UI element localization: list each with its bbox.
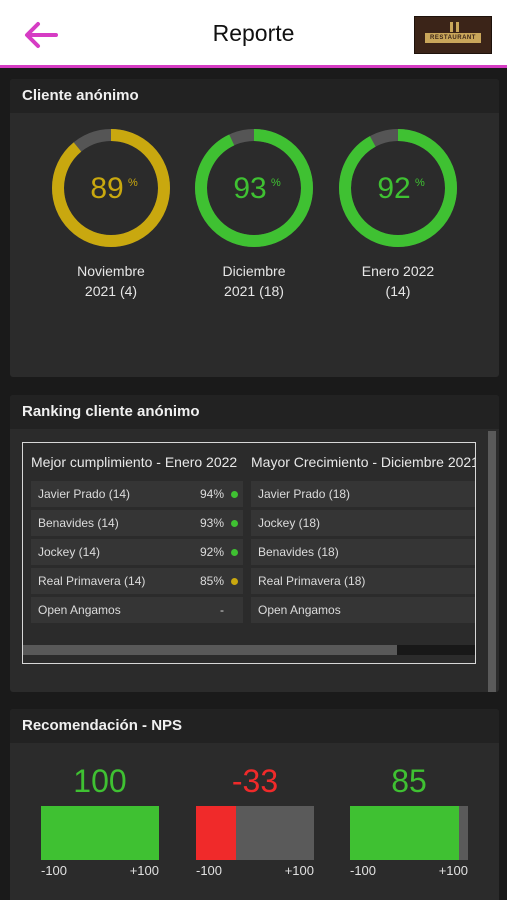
nps-scale-max: +100 (284, 863, 314, 878)
ranking-row[interactable]: Open Angamos (251, 597, 475, 623)
ranking-row[interactable]: Javier Prado (14) 94% (31, 481, 243, 507)
ranking-row-name: Javier Prado (18) (258, 487, 351, 501)
ranking-row-name: Jockey (14) (38, 545, 101, 559)
nps-scale: -100 +100 (350, 863, 468, 881)
donut-unit: % (128, 177, 138, 189)
nps-bar (350, 806, 468, 860)
ranking-row[interactable]: Jockey (14) 92% (31, 539, 243, 565)
ranking-row-percent: 93% (199, 516, 224, 530)
ranking-row-percent: - (220, 603, 224, 617)
donut-chart: 93 % (195, 129, 313, 247)
donut-arc (339, 129, 457, 247)
growth-rows: Javier Prado (18) Jockey (18) Benavides (1… (243, 481, 475, 623)
ranking-row[interactable]: Real Primavera (14) 85% (31, 568, 243, 594)
donut-label-line2: 2021 (18) (224, 283, 284, 299)
nps-scale-max: +100 (129, 863, 159, 878)
status-dot-icon (231, 578, 238, 585)
donut-label: Enero 2022 (14) (337, 261, 459, 301)
nps-value: 100 (73, 763, 127, 799)
status-dot-icon (231, 520, 238, 527)
ranking-row-percent: 85% (199, 574, 224, 588)
ranking-row-percent: 92% (199, 545, 224, 559)
donut-label-line2: (14) (385, 283, 411, 299)
ranking-row-name: Benavides (18) (258, 545, 339, 559)
donut-label-line1: Noviembre (77, 263, 145, 279)
best-column: Mejor cumplimiento - Enero 2022 Javier P… (23, 443, 243, 626)
ranking-row-name: Real Primavera (18) (258, 574, 366, 588)
horizontal-scroll-thumb[interactable] (23, 645, 397, 655)
knife-icon (456, 22, 459, 32)
status-dot-icon (231, 549, 238, 556)
best-rows: Javier Prado (14) 94% Benavides (14) 93% Joc… (23, 481, 243, 623)
donut-value: 92 (377, 172, 410, 205)
app-header: Reporte RESTAURANT (0, 0, 507, 68)
growth-column-title: Mayor Crecimiento - Diciembre 2021 (251, 454, 476, 470)
ranking-row-percent: 94% (199, 487, 224, 501)
fork-icon (450, 22, 453, 32)
logo-text: RESTAURANT (430, 35, 476, 41)
back-arrow-icon[interactable] (20, 18, 60, 52)
donut-chart: 92 % (339, 129, 457, 247)
nps-scale-max: +100 (438, 863, 468, 878)
ranking-row[interactable]: Benavides (14) 93% (31, 510, 243, 536)
horizontal-scrollbar[interactable] (23, 645, 475, 655)
vertical-scrollbar[interactable] (488, 431, 496, 692)
ranking-row-name: Open Angamos (258, 603, 341, 617)
ranking-row[interactable]: Jockey (18) (251, 510, 475, 536)
ranking-row-name: Javier Prado (14) (38, 487, 131, 501)
donut-arc (195, 129, 313, 247)
donut-december: 93 % Diciembre 2021 (18) (193, 127, 315, 301)
nps-title: Recomendación - NPS (10, 709, 499, 743)
donut-unit: % (415, 177, 425, 189)
nps-item: -33 -100 +100 (196, 761, 314, 881)
donut-arc (52, 129, 170, 247)
nps-bar-fill (41, 806, 159, 860)
nps-card: Recomendación - NPS 100 -100 +100 -33 -1… (10, 709, 499, 900)
donut-unit: % (271, 177, 281, 189)
ranking-card: Ranking cliente anónimo Mejor cumplimien… (10, 395, 499, 692)
donut-chart: 89 % (52, 129, 170, 247)
nps-value: -33 (231, 763, 279, 799)
ranking-row[interactable]: Javier Prado (18) (251, 481, 475, 507)
nps-scale-min: -100 (350, 863, 377, 878)
nps-scale-min: -100 (196, 863, 223, 878)
donut-label: Noviembre 2021 (4) (50, 261, 172, 301)
nps-item: 85 -100 +100 (350, 761, 468, 881)
ranking-row[interactable]: Open Angamos - (31, 597, 243, 623)
donut-label-line1: Diciembre (222, 263, 286, 279)
donut-january: 92 % Enero 2022 (14) (337, 127, 459, 301)
ranking-row-name: Real Primavera (14) (38, 574, 146, 588)
ranking-title: Ranking cliente anónimo (10, 395, 499, 429)
growth-column: Mayor Crecimiento - Diciembre 2021 Javie… (243, 443, 476, 626)
nps-bar (41, 806, 159, 860)
nps-bar-fill (196, 806, 236, 860)
anon-client-title: Cliente anónimo (10, 79, 499, 113)
ranking-row[interactable]: Real Primavera (18) (251, 568, 475, 594)
nps-value: 85 (391, 763, 427, 799)
nps-item: 100 -100 +100 (41, 761, 159, 881)
ranking-row-name: Benavides (14) (38, 516, 119, 530)
nps-scale: -100 +100 (41, 863, 159, 881)
donut-label-line1: Enero 2022 (361, 263, 435, 279)
ranking-row-name: Jockey (18) (258, 516, 321, 530)
donut-november: 89 % Noviembre 2021 (4) (50, 127, 172, 301)
nps-scale-min: -100 (41, 863, 68, 878)
ranking-row-name: Open Angamos (38, 603, 121, 617)
donut-label-line2: 2021 (4) (84, 283, 138, 299)
nps-scale: -100 +100 (196, 863, 314, 881)
donut-label: Diciembre 2021 (18) (193, 261, 315, 301)
nps-bar-fill (350, 806, 460, 860)
status-dot-icon (231, 491, 238, 498)
ranking-row[interactable]: Benavides (18) (251, 539, 475, 565)
ranking-table[interactable]: Mejor cumplimiento - Enero 2022 Javier P… (22, 442, 476, 664)
page-title: Reporte (212, 20, 295, 46)
donut-value: 93 (233, 172, 266, 205)
best-column-title: Mejor cumplimiento - Enero 2022 (31, 454, 238, 470)
restaurant-logo: RESTAURANT (414, 16, 492, 54)
donut-value: 89 (90, 172, 123, 205)
nps-bar (196, 806, 314, 860)
anon-client-card: Cliente anónimo 89 % Noviembre 2021 (4) … (10, 79, 499, 377)
